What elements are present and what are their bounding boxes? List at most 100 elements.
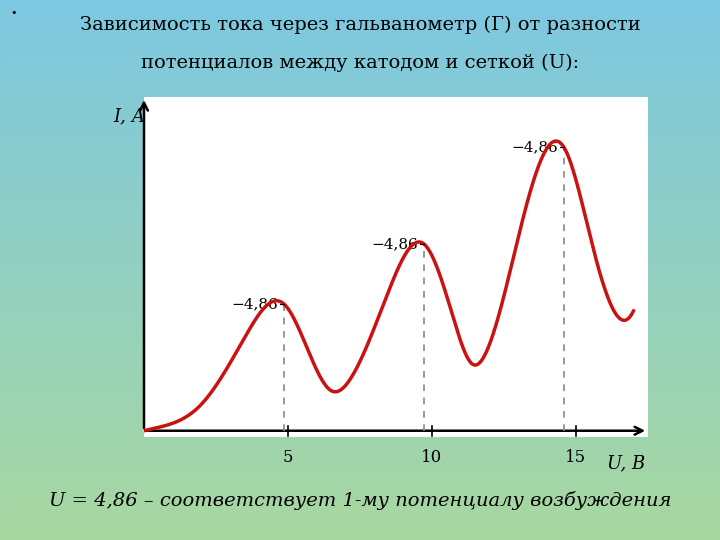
Bar [0, 396, 720, 401]
Text: −4,86: −4,86 [372, 237, 418, 251]
Text: −4,86: −4,86 [511, 140, 558, 154]
Bar [0, 171, 720, 176]
Bar [0, 477, 720, 482]
Bar [0, 382, 720, 387]
Bar [0, 189, 720, 193]
Bar [0, 153, 720, 158]
Text: 5: 5 [283, 449, 293, 466]
Bar [0, 256, 720, 261]
Text: U = 4,86 – соответствует 1-му потенциалу возбуждения: U = 4,86 – соответствует 1-му потенциалу… [49, 491, 671, 510]
Bar [0, 117, 720, 122]
Bar [0, 14, 720, 18]
Text: Зависимость тока через гальванометр (Г) от разности: Зависимость тока через гальванометр (Г) … [80, 16, 640, 35]
Bar [0, 148, 720, 153]
Bar [0, 108, 720, 112]
Bar [0, 418, 720, 423]
Text: 10: 10 [421, 449, 443, 466]
Bar [0, 364, 720, 369]
Bar [0, 320, 720, 324]
Bar [0, 36, 720, 40]
Bar [0, 135, 720, 139]
Bar [0, 230, 720, 234]
Bar [0, 531, 720, 536]
Bar [0, 446, 720, 450]
Bar [0, 94, 720, 99]
Bar [0, 517, 720, 522]
Bar [0, 468, 720, 472]
Bar [0, 486, 720, 490]
Bar [0, 401, 720, 405]
Bar [0, 500, 720, 504]
Bar [0, 243, 720, 247]
Bar [0, 45, 720, 50]
Bar [0, 522, 720, 526]
Bar [0, 293, 720, 297]
Bar [0, 68, 720, 72]
Bar [0, 324, 720, 328]
Bar [0, 284, 720, 288]
Bar [0, 50, 720, 54]
Bar [0, 405, 720, 409]
Bar [0, 58, 720, 63]
Bar [0, 27, 720, 31]
Bar [0, 301, 720, 306]
Text: 15: 15 [565, 449, 587, 466]
Bar [0, 18, 720, 23]
Bar [0, 90, 720, 94]
Bar [0, 0, 720, 4]
Bar [0, 504, 720, 509]
Bar [0, 536, 720, 540]
Bar [0, 436, 720, 441]
Bar [0, 338, 720, 342]
Bar [0, 409, 720, 414]
Bar [0, 202, 720, 207]
Bar [0, 131, 720, 135]
Text: I, А: I, А [114, 107, 145, 125]
Bar [0, 369, 720, 374]
Bar [0, 328, 720, 333]
Bar [0, 144, 720, 148]
Bar [0, 374, 720, 378]
Bar [0, 279, 720, 284]
Bar [0, 432, 720, 436]
Bar [0, 490, 720, 495]
Bar [0, 355, 720, 360]
Bar [0, 40, 720, 45]
Bar [0, 216, 720, 220]
Bar [0, 99, 720, 104]
Bar [0, 77, 720, 81]
Bar [0, 54, 720, 58]
Bar [0, 9, 720, 14]
Bar [0, 472, 720, 477]
Bar [0, 198, 720, 202]
Bar [0, 342, 720, 347]
Bar [0, 252, 720, 256]
Text: U, В: U, В [607, 454, 645, 472]
Bar [0, 112, 720, 117]
Bar [0, 225, 720, 229]
Bar [0, 378, 720, 382]
Bar [0, 239, 720, 243]
Bar [0, 428, 720, 432]
Bar [0, 333, 720, 338]
Bar [0, 185, 720, 189]
Bar [0, 193, 720, 198]
Bar [0, 31, 720, 36]
Bar [0, 526, 720, 531]
Text: •: • [11, 8, 17, 18]
Bar [0, 513, 720, 517]
Bar [0, 414, 720, 418]
Bar [0, 455, 720, 459]
Bar [0, 297, 720, 301]
Bar [0, 234, 720, 239]
Bar [0, 459, 720, 463]
Bar [0, 306, 720, 310]
Text: потенциалов между катодом и сеткой (U):: потенциалов между катодом и сеткой (U): [141, 54, 579, 72]
Bar [0, 392, 720, 396]
Bar [0, 207, 720, 212]
Bar [0, 463, 720, 468]
Bar [0, 72, 720, 77]
Bar [0, 104, 720, 108]
Bar [0, 482, 720, 486]
Bar [0, 441, 720, 445]
